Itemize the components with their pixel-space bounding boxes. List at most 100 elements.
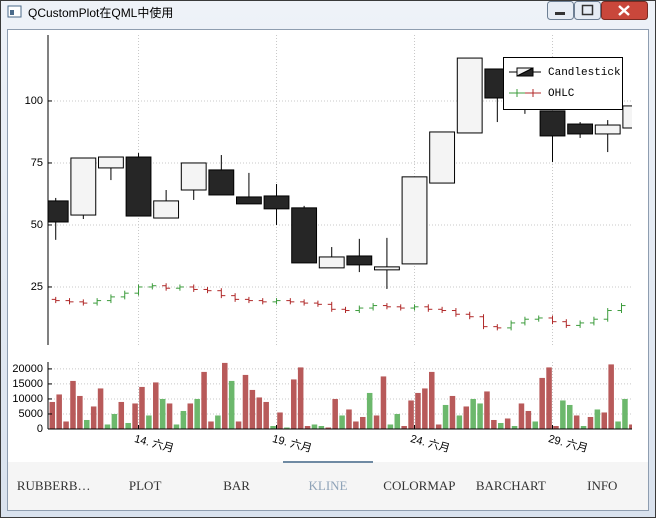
volume-bar bbox=[311, 424, 318, 429]
volume-bar bbox=[484, 391, 490, 429]
volume-bar bbox=[235, 421, 242, 429]
volume-bar bbox=[63, 421, 69, 429]
candle-body bbox=[318, 256, 345, 269]
volume-bar bbox=[339, 415, 345, 429]
volume-bar bbox=[153, 382, 159, 429]
volume-bar bbox=[242, 374, 249, 429]
volume-bar bbox=[187, 403, 194, 429]
tab-label: INFO bbox=[587, 478, 617, 493]
candle-body bbox=[236, 196, 262, 205]
candle-body bbox=[622, 105, 632, 129]
y-tick-label: 100 bbox=[25, 95, 43, 107]
y-tick-label: 0 bbox=[37, 423, 43, 435]
volume-bar bbox=[415, 392, 421, 429]
volume-bar bbox=[194, 398, 200, 429]
candle-body bbox=[567, 123, 594, 135]
volume-bar bbox=[442, 404, 449, 429]
candle-body bbox=[594, 124, 621, 135]
volume-bar bbox=[463, 406, 470, 429]
close-icon bbox=[618, 5, 630, 16]
volume-bar bbox=[373, 415, 380, 429]
volume-bar bbox=[560, 400, 566, 429]
volume-bar bbox=[504, 418, 511, 429]
maximize-button[interactable] bbox=[574, 1, 601, 20]
volume-bar bbox=[539, 377, 545, 429]
volume-bar bbox=[256, 397, 263, 429]
volume-bar bbox=[353, 421, 359, 429]
volume-bar bbox=[84, 419, 90, 429]
volume-bar bbox=[97, 388, 104, 429]
volume-bar bbox=[491, 419, 497, 429]
y-tick-label: 20000 bbox=[12, 363, 43, 375]
tab-label: KLINE bbox=[309, 478, 348, 493]
volume-bar bbox=[215, 415, 221, 429]
volume-bar bbox=[166, 403, 173, 429]
volume-bar bbox=[304, 425, 311, 429]
volume-bar bbox=[118, 401, 125, 429]
volume-bar bbox=[201, 371, 207, 429]
volume-bar bbox=[277, 412, 283, 429]
y-tick-label: 10000 bbox=[12, 393, 43, 405]
volume-bar bbox=[104, 424, 111, 429]
volume-bar bbox=[146, 415, 152, 429]
volume-bar bbox=[594, 409, 601, 429]
volume-bar bbox=[498, 422, 504, 429]
volume-bar bbox=[139, 386, 145, 429]
y-tick-label: 75 bbox=[31, 157, 43, 169]
volume-bar bbox=[518, 403, 525, 429]
tab-indicator bbox=[283, 461, 373, 463]
minimize-icon bbox=[555, 12, 565, 15]
legend-label: OHLC bbox=[548, 88, 575, 100]
tab-bar bbox=[8, 462, 648, 510]
volume-bar bbox=[291, 379, 297, 429]
legend: Candlestick OHLC bbox=[503, 57, 623, 110]
volume-bar bbox=[325, 427, 332, 429]
volume-bar bbox=[525, 410, 532, 429]
volume-bar bbox=[587, 416, 594, 429]
volume-bar bbox=[580, 425, 587, 429]
candle-body bbox=[208, 169, 235, 196]
volume-bar bbox=[284, 427, 290, 429]
volume-bar bbox=[422, 388, 428, 429]
volume-bar bbox=[360, 416, 366, 429]
volume-bar bbox=[622, 398, 628, 429]
volume-bar bbox=[615, 421, 621, 429]
candle-body bbox=[346, 255, 373, 266]
candle-body bbox=[48, 200, 69, 223]
volume-bar bbox=[222, 362, 228, 429]
candle-body bbox=[429, 131, 456, 184]
volume-bar bbox=[477, 403, 483, 429]
candle-body bbox=[263, 195, 290, 210]
volume-bar bbox=[380, 376, 387, 429]
volume-bar bbox=[56, 394, 62, 429]
volume-bar bbox=[49, 401, 56, 429]
volume-bar bbox=[111, 413, 118, 429]
volume-bar bbox=[456, 415, 463, 429]
volume-bar bbox=[394, 413, 401, 429]
volume-bar bbox=[449, 395, 456, 429]
volume-plot bbox=[49, 362, 632, 429]
volume-bar bbox=[366, 392, 373, 429]
candle-body bbox=[401, 176, 428, 265]
volume-bar bbox=[332, 398, 338, 429]
volume-bar bbox=[511, 425, 518, 429]
volume-bar bbox=[387, 424, 394, 429]
volume-bar bbox=[346, 409, 352, 429]
volume-bar bbox=[297, 367, 304, 429]
minimize-button[interactable] bbox=[547, 1, 574, 20]
volume-bar bbox=[90, 406, 97, 429]
candle-body bbox=[291, 207, 318, 264]
volume-bar bbox=[429, 371, 435, 429]
legend-label: Candlestick bbox=[548, 67, 621, 79]
tab-label: PLOT bbox=[129, 478, 162, 493]
tab-label: BARCHART bbox=[476, 478, 546, 493]
volume-bar bbox=[180, 410, 187, 429]
volume-bar bbox=[173, 424, 180, 429]
volume-bar bbox=[77, 395, 83, 429]
volume-bar bbox=[601, 412, 608, 429]
volume-bar bbox=[249, 389, 256, 429]
volume-bar bbox=[401, 425, 407, 429]
volume-bar bbox=[270, 425, 276, 429]
legend-box bbox=[503, 57, 623, 110]
